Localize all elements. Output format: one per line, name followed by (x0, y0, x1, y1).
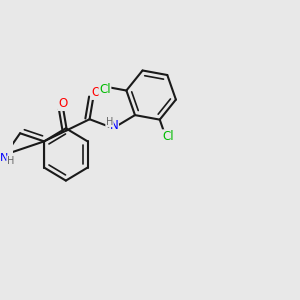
Text: N: N (110, 119, 118, 132)
Text: H: H (7, 156, 14, 166)
Text: O: O (92, 86, 101, 99)
Text: N: N (0, 153, 8, 163)
Text: H: H (106, 117, 113, 127)
Text: Cl: Cl (163, 130, 174, 143)
Text: O: O (58, 98, 68, 110)
Text: Cl: Cl (99, 83, 111, 97)
